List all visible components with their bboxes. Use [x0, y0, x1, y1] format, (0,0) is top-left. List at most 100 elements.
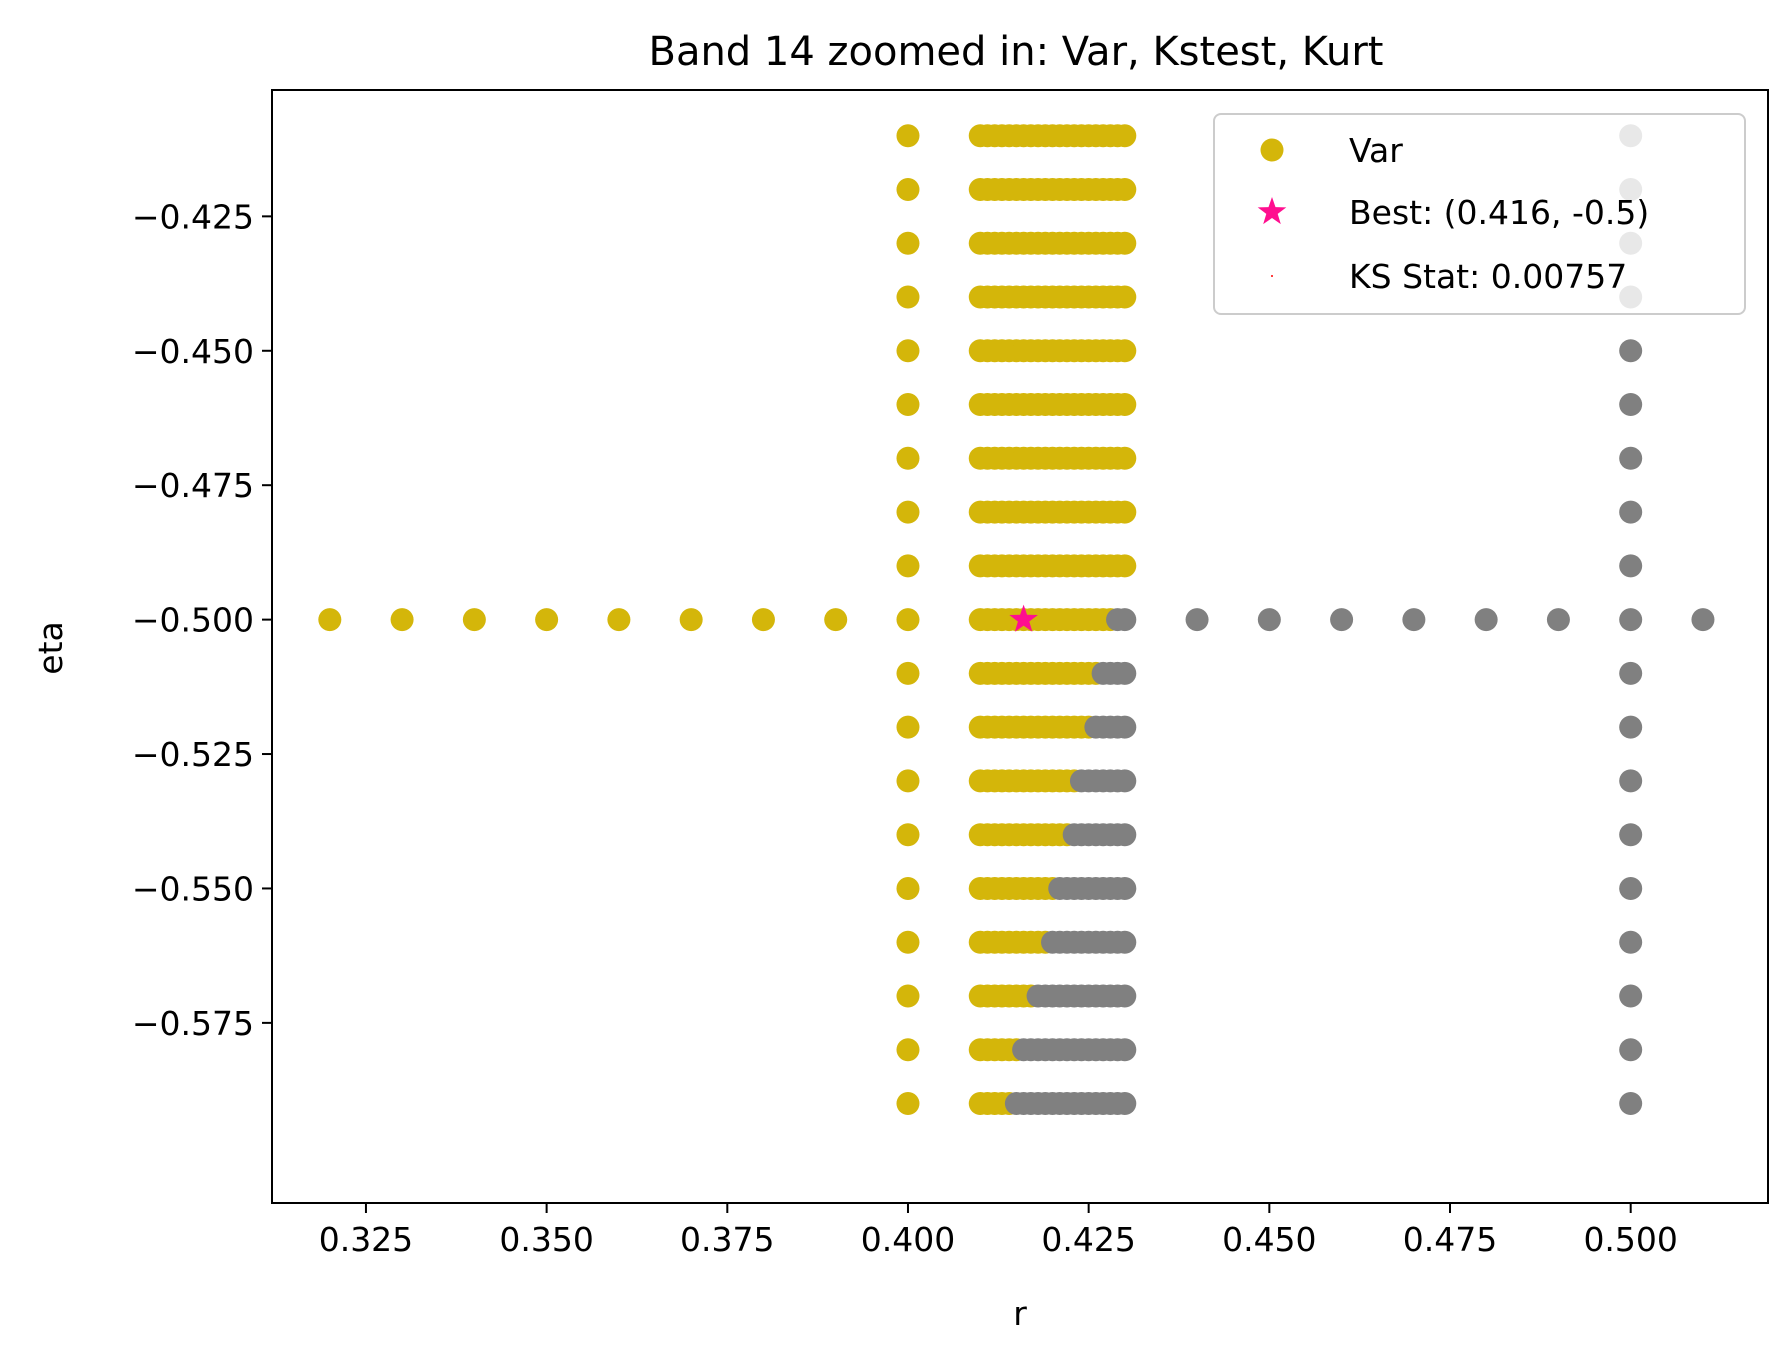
- data-point-var: [896, 1038, 920, 1062]
- x-tick-label: 0.425: [1041, 1220, 1135, 1259]
- data-point-grey: [1619, 823, 1643, 847]
- data-point-grey: [1113, 715, 1137, 739]
- y-tick-label: −0.575: [132, 1004, 254, 1043]
- data-point-var: [896, 339, 920, 363]
- x-tick-label: 0.450: [1222, 1220, 1316, 1259]
- data-point-var: [1113, 393, 1137, 417]
- data-point-grey: [1113, 769, 1137, 793]
- data-point-var: [896, 984, 920, 1008]
- data-point-var: [896, 554, 920, 578]
- points-layer: [318, 124, 1715, 1116]
- x-tick-label: 0.325: [319, 1220, 413, 1259]
- data-point-var: [896, 500, 920, 524]
- data-point-grey: [1113, 984, 1137, 1008]
- data-point-var: [1113, 339, 1137, 363]
- x-tick-label: 0.375: [680, 1220, 774, 1259]
- data-point-grey: [1619, 1092, 1643, 1116]
- best-point-marker: [1009, 604, 1038, 632]
- data-point-var: [751, 608, 775, 632]
- data-point-var: [896, 231, 920, 255]
- legend-marker-ks-stat: [1271, 275, 1273, 277]
- data-point-grey: [1619, 339, 1643, 363]
- y-axis: −0.425 −0.450 −0.475 −0.500 −0.525 −0.550 −0.5…: [132, 197, 272, 1043]
- data-point-grey: [1619, 876, 1643, 900]
- y-tick-label: −0.475: [132, 466, 254, 505]
- data-point-grey: [1546, 608, 1570, 632]
- data-point-var: [896, 608, 920, 632]
- y-tick-label: −0.525: [132, 735, 254, 774]
- data-point-var: [896, 177, 920, 201]
- data-point-var: [896, 661, 920, 685]
- data-point-grey: [1113, 1092, 1137, 1116]
- data-point-var: [896, 823, 920, 847]
- data-point-var: [318, 608, 342, 632]
- x-axis-label: r: [1013, 1294, 1027, 1333]
- data-point-var: [1113, 231, 1137, 255]
- data-point-grey: [1691, 608, 1715, 632]
- data-point-var: [896, 876, 920, 900]
- data-point-grey: [1619, 554, 1643, 578]
- data-point-var: [896, 769, 920, 793]
- data-point-grey: [1474, 608, 1498, 632]
- x-tick-label: 0.400: [861, 1220, 955, 1259]
- data-point-var: [1113, 500, 1137, 524]
- data-point-grey: [1619, 1038, 1643, 1062]
- data-point-var: [462, 608, 486, 632]
- data-point-var: [1113, 177, 1137, 201]
- y-tick-label: −0.550: [132, 869, 254, 908]
- x-tick-label: 0.475: [1403, 1220, 1497, 1259]
- data-point-grey: [1619, 930, 1643, 954]
- y-tick-label: −0.500: [132, 601, 254, 640]
- legend-label-best: Best: (0.416, -0.5): [1349, 193, 1649, 232]
- chart-title: Band 14 zoomed in: Var, Kstest, Kurt: [649, 29, 1384, 75]
- x-tick-label: 0.500: [1583, 1220, 1677, 1259]
- data-point-var: [1113, 554, 1137, 578]
- data-point-grey: [1619, 500, 1643, 524]
- y-tick-label: −0.425: [132, 197, 254, 236]
- plot-frame: [271, 89, 1769, 1204]
- data-point-grey: [1619, 715, 1643, 739]
- data-point-grey: [1257, 608, 1281, 632]
- data-point-var: [896, 285, 920, 309]
- data-point-grey: [1619, 393, 1643, 417]
- data-point-grey: [1402, 608, 1426, 632]
- legend: Var Best: (0.416, -0.5) KS Stat: 0.00757: [1213, 113, 1746, 315]
- plot-area: [318, 124, 1715, 1116]
- y-tick-label: −0.450: [132, 332, 254, 371]
- data-point-grey: [1113, 876, 1137, 900]
- data-point-var: [824, 608, 848, 632]
- data-point-grey: [1619, 984, 1643, 1008]
- data-point-var: [896, 930, 920, 954]
- data-point-grey: [1330, 608, 1354, 632]
- data-point-grey: [1113, 661, 1137, 685]
- data-point-var: [679, 608, 703, 632]
- data-point-grey: [1113, 930, 1137, 954]
- data-point-var: [1113, 285, 1137, 309]
- data-point-grey: [1113, 823, 1137, 847]
- data-point-grey: [1619, 446, 1643, 470]
- data-point-grey: [1185, 608, 1209, 632]
- data-point-var: [896, 1092, 920, 1116]
- data-point-grey: [1619, 661, 1643, 685]
- y-axis-label: eta: [31, 621, 70, 674]
- legend-marker-best: [1257, 197, 1287, 225]
- legend-label-ks-stat: KS Stat: 0.00757: [1349, 257, 1627, 296]
- data-point-var: [896, 393, 920, 417]
- data-point-grey: [1619, 608, 1643, 632]
- legend-frame: [1213, 113, 1746, 315]
- x-axis: 0.325 0.350 0.375 0.400 0.425 0.450 0.475 0.500: [319, 1203, 1678, 1259]
- data-point-grey: [1113, 608, 1137, 632]
- data-point-grey: [1113, 1038, 1137, 1062]
- legend-label-var: Var: [1349, 131, 1403, 170]
- data-point-var: [607, 608, 631, 632]
- data-point-grey: [1619, 769, 1643, 793]
- data-point-var: [896, 446, 920, 470]
- data-point-var: [535, 608, 559, 632]
- x-tick-label: 0.350: [499, 1220, 593, 1259]
- data-point-var: [1113, 124, 1137, 148]
- legend-marker-var: [1260, 138, 1284, 162]
- data-point-var: [1113, 446, 1137, 470]
- data-point-var: [390, 608, 414, 632]
- data-point-var: [896, 124, 920, 148]
